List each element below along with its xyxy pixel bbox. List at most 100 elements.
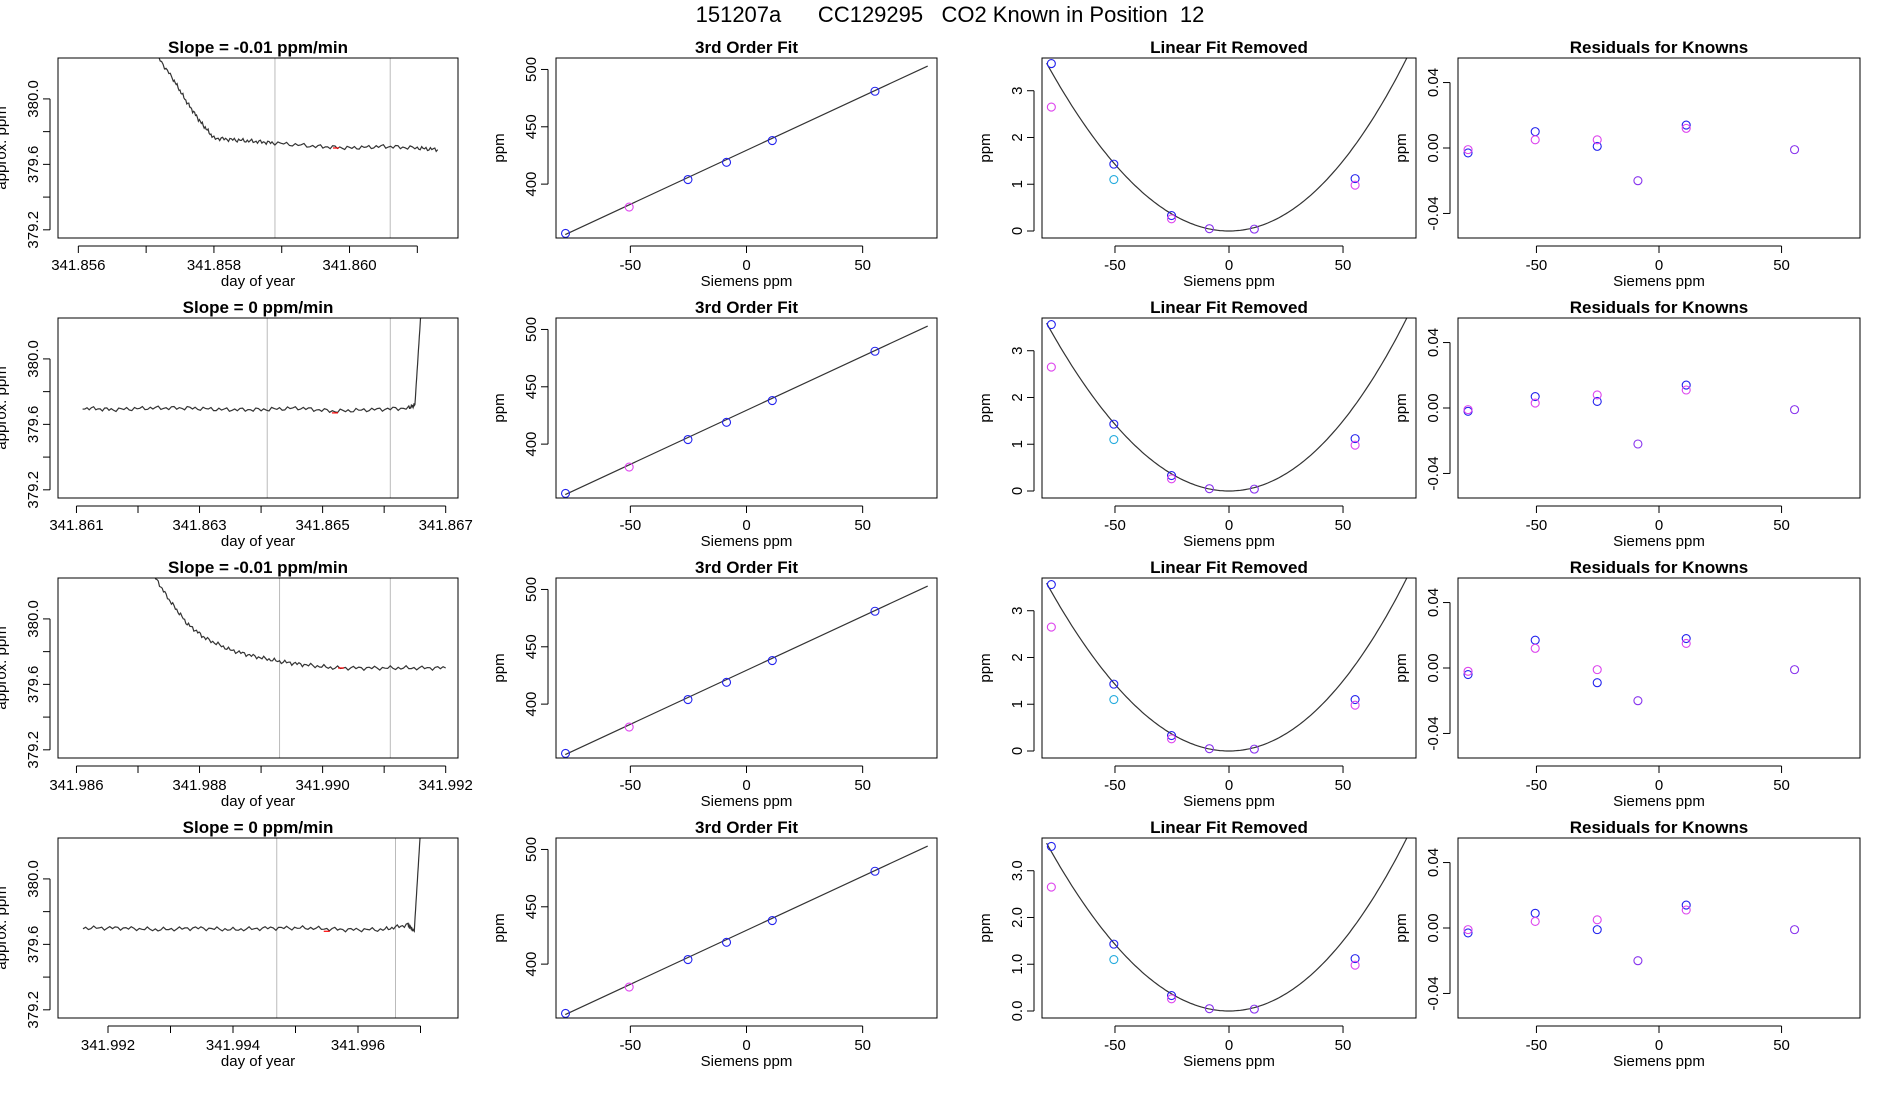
data-point [1046,841,1056,851]
y-tick-label: 500 [523,577,540,602]
y-tick-label: 0 [1009,487,1026,495]
data-point [1592,135,1602,145]
plot-frame [1041,317,1417,499]
data-point [721,417,732,427]
y-tick-label: 379.2 [25,731,42,769]
plot-frame [57,837,459,1019]
fit-curve [1046,838,1408,1012]
x-tick-label: 341.986 [49,777,103,794]
x-tick-label: -50 [619,777,641,794]
y-tick-label: 0 [1009,227,1026,235]
y-axis-label: ppm [977,653,994,682]
x-axis-label: Siemens ppm [1613,273,1705,290]
x-tick-label: 341.990 [295,777,349,794]
data-point [1681,638,1691,649]
y-tick-label: 380.0 [25,340,42,378]
data-point [1530,643,1540,653]
chart-panel: 3rd Order Fit Siemens ppm ppm -50 0 50 400 450 5… [491,298,938,550]
x-axis-label: Siemens ppm [1183,533,1275,550]
data-point [624,202,634,212]
series-line [154,578,446,672]
data-point [721,677,732,687]
x-tick-label: -50 [1526,777,1548,794]
chart-panel: Slope = 0 ppm/min day of year approx. ppm 3… [0,818,459,1070]
y-tick-label: 380.0 [25,80,42,118]
panel-title: 3rd Order Fit [695,298,798,317]
x-tick-label: 341.856 [51,257,105,274]
x-tick-label: 341.992 [419,777,473,794]
data-point [1166,991,1177,1001]
x-axis-label: Siemens ppm [701,793,793,810]
data-point [1592,665,1602,675]
panel-title: Linear Fit Removed [1150,558,1308,577]
panel-title: 3rd Order Fit [695,818,798,837]
x-tick-label: 0 [1225,257,1233,274]
data-point [1592,678,1602,688]
y-tick-label: 2.0 [1009,907,1026,928]
data-point [1204,484,1214,494]
x-tick-label: 341.867 [419,517,473,534]
data-point [624,982,634,992]
data-point [1790,145,1800,155]
data-point [1530,908,1540,918]
y-tick-label: 0.00 [1425,913,1442,942]
y-axis-label: ppm [977,393,994,422]
y-tick-label: 2 [1009,653,1026,661]
data-point [624,722,634,732]
x-tick-label: -50 [1526,1037,1548,1054]
fit-curve [1046,318,1408,492]
x-tick-label: 341.860 [322,257,376,274]
x-axis-label: Siemens ppm [701,1053,793,1070]
plot-frame [1457,57,1861,239]
data-point [1166,731,1177,741]
x-axis-label: day of year [221,533,295,550]
plot-frame [1041,837,1417,1019]
data-point [1249,1004,1259,1014]
x-tick-label: 50 [854,1037,871,1054]
data-point [1681,385,1691,395]
x-tick-label: 50 [1773,517,1790,534]
data-point [1530,391,1540,402]
x-tick-label: 50 [1773,777,1790,794]
data-point [767,915,777,926]
data-point [1530,635,1540,645]
plot-area [560,585,928,758]
x-tick-label: 0 [1225,517,1233,534]
data-point [1350,700,1360,710]
data-point [1046,362,1056,372]
panel-title: Residuals for Knowns [1570,818,1749,837]
x-axis-label: Siemens ppm [701,273,793,290]
y-axis-label: ppm [1393,133,1410,162]
panel-title: Residuals for Knowns [1570,558,1749,577]
plot-area [1463,120,1800,186]
plot-frame [1457,577,1861,759]
chart-panel: Residuals for Knowns Siemens ppm ppm -50 0 50… [1393,298,1861,550]
y-tick-label: 500 [523,317,540,342]
y-tick-label: 3 [1009,607,1026,615]
x-tick-label: 0 [742,257,750,274]
data-point [1046,882,1056,892]
data-point [1592,915,1602,925]
panel-title: Linear Fit Removed [1150,298,1308,317]
data-point [1463,928,1473,938]
data-point [683,954,693,965]
data-point [1046,102,1056,112]
data-point [1350,174,1360,184]
series-line [82,838,421,933]
plot-area [560,65,928,238]
x-tick-label: 50 [1773,257,1790,274]
plot-area [1046,838,1408,1014]
chart-panel: Residuals for Knowns Siemens ppm ppm -50 0 50… [1393,558,1861,810]
y-tick-label: 450 [523,114,540,139]
x-tick-label: 50 [854,517,871,534]
data-point [560,488,571,498]
y-tick-label: 400 [523,952,540,977]
x-tick-label: 50 [1335,517,1352,534]
data-point [767,135,777,146]
x-axis-label: Siemens ppm [1613,1053,1705,1070]
y-tick-label: 379.6 [25,666,42,704]
fit-line [565,585,928,756]
data-point [767,395,777,406]
data-point [1249,744,1259,754]
data-point [1592,925,1602,935]
